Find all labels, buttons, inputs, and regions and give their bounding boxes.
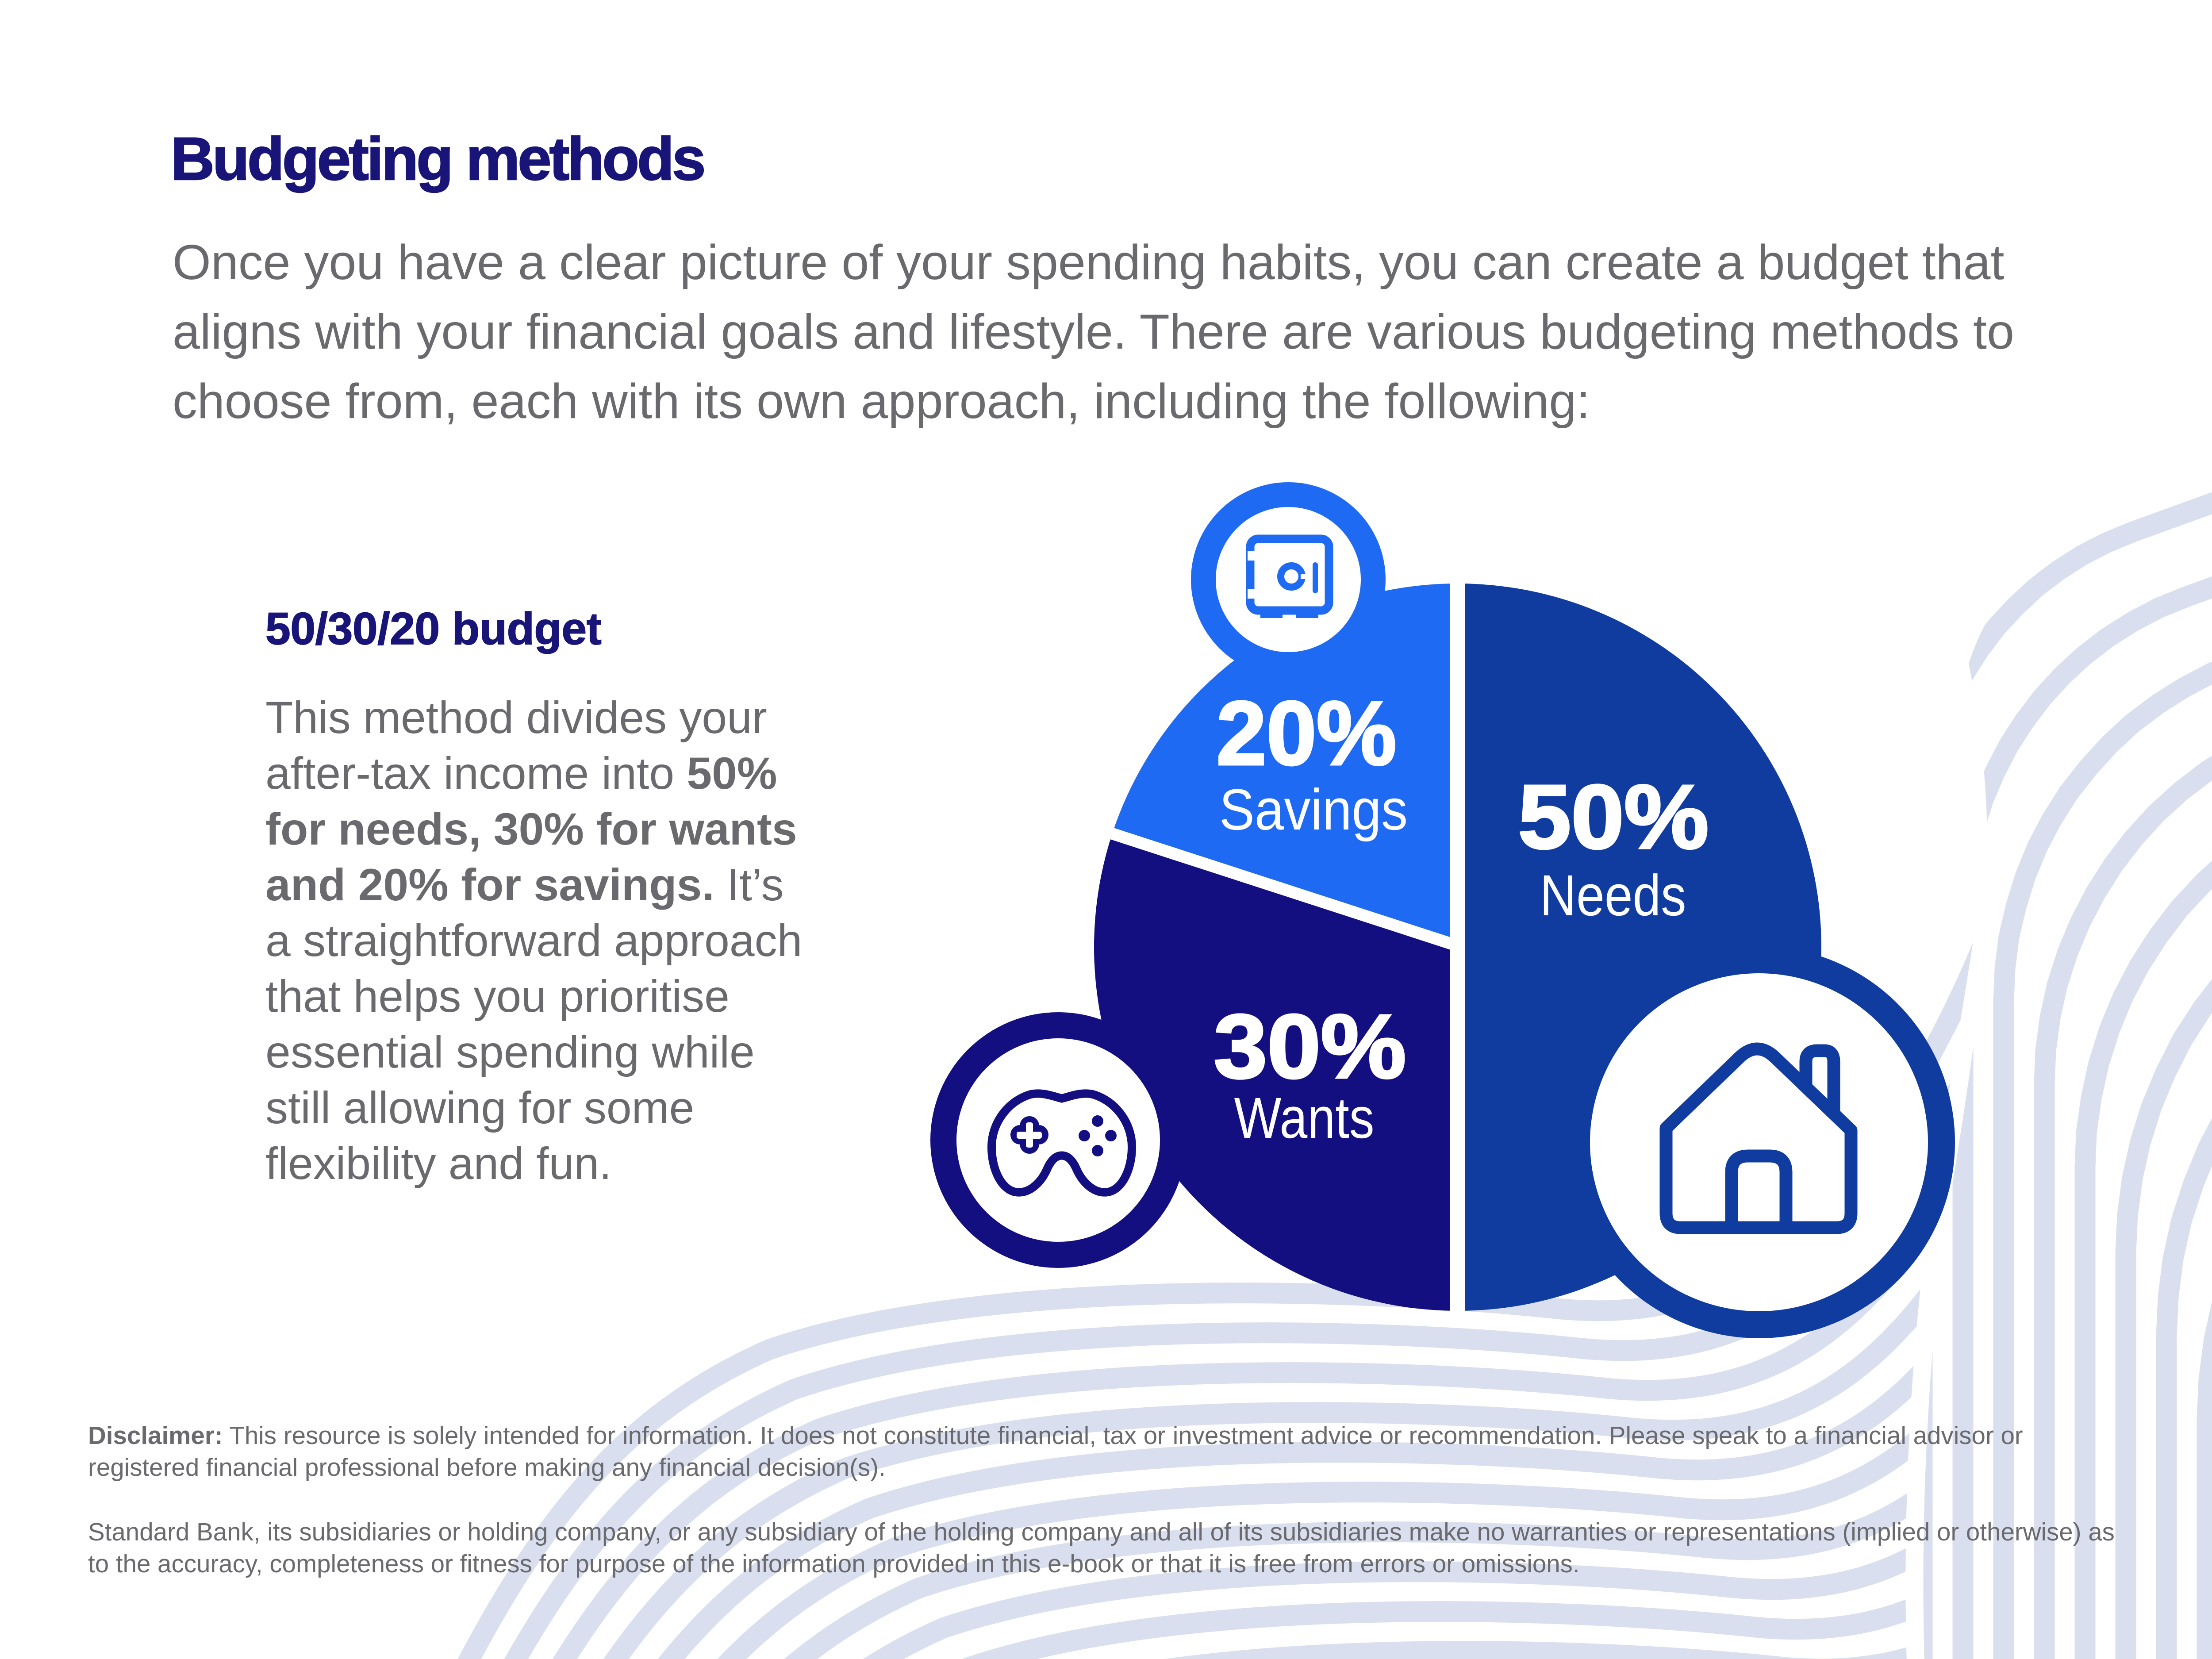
svg-text:20%: 20% [1217, 683, 1397, 784]
svg-text:50%: 50% [1518, 766, 1709, 868]
svg-text:Wants: Wants [1234, 1085, 1375, 1150]
svg-text:Savings: Savings [1219, 777, 1408, 842]
svg-text:Needs: Needs [1540, 863, 1686, 928]
svg-text:30%: 30% [1214, 996, 1406, 1097]
